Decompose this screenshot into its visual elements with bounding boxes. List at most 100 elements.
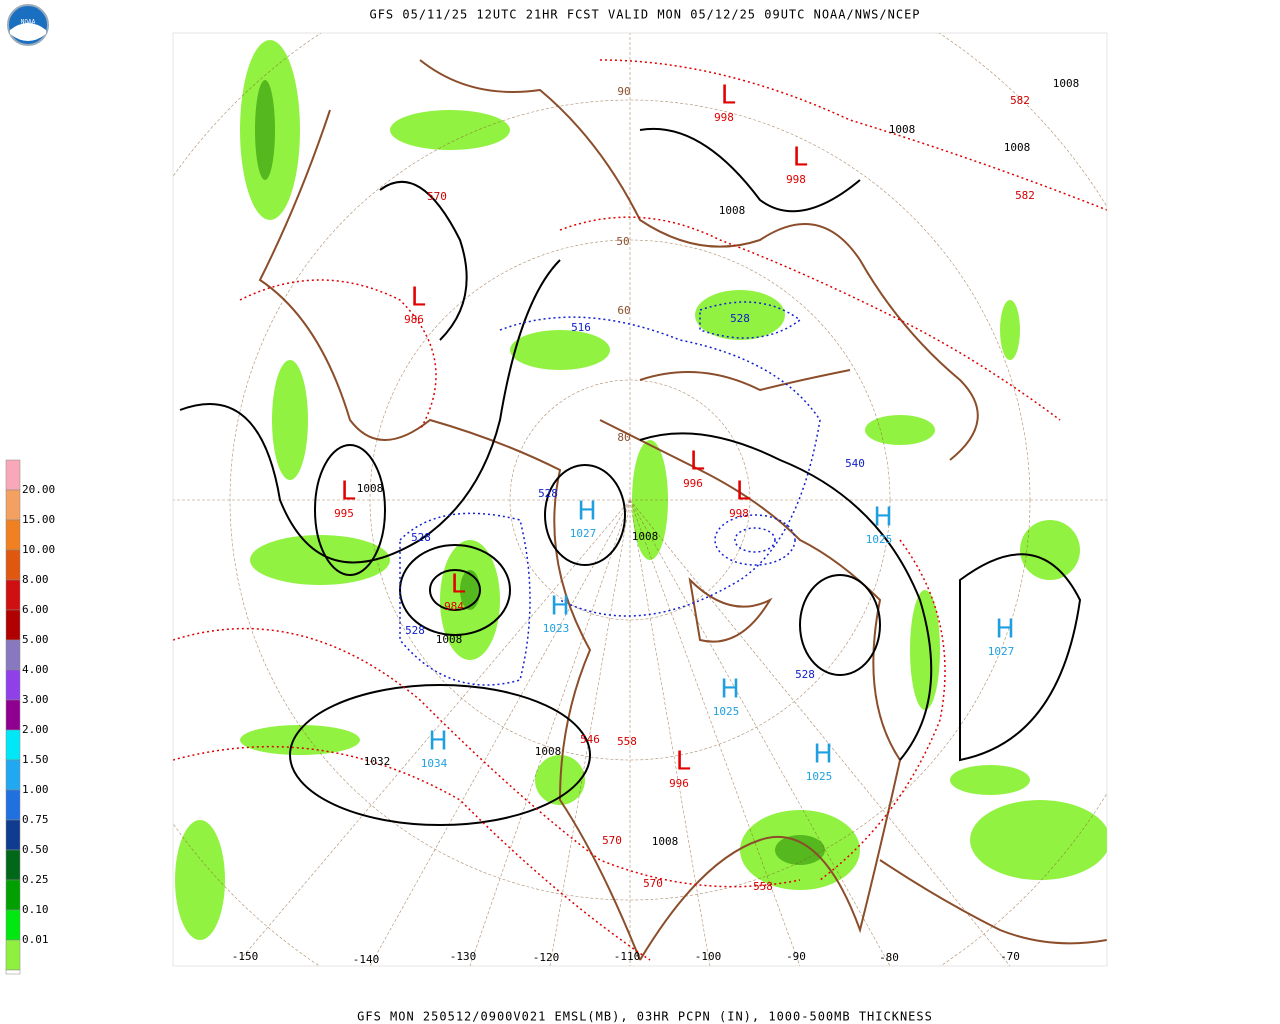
pressure-center-value: 998 [786,173,806,186]
pressure-center-symbol: H [720,675,740,705]
thickness-label: 582 [1010,94,1030,107]
thickness-label: 582 [1015,189,1035,202]
pressure-center-value: 998 [714,111,734,124]
pressure-center-symbol: L [411,283,426,313]
legend-swatch [5,969,21,975]
thickness-label-cold: 528 [730,312,750,325]
pressure-center-symbol: H [873,503,893,533]
pressure-center-value: 995 [334,507,354,520]
longitude-label: -120 [533,951,560,964]
legend-swatch [5,549,21,581]
legend-swatch [5,879,21,911]
coastlines [258,59,1107,961]
legend-label: 2.00 [22,723,49,736]
legend-label: 8.00 [22,573,49,586]
thickness-label: 570 [427,190,447,203]
isobar-label: 1008 [652,835,679,848]
isobar-label: 1008 [632,530,659,543]
thickness-label-cold: 528 [538,487,558,500]
legend-swatch [5,729,21,761]
legend-label: 1.00 [22,783,49,796]
legend-swatch [5,579,21,611]
legend-swatch [5,909,21,941]
thickness-label: 570 [602,834,622,847]
isobar-label: 1008 [1004,141,1031,154]
pressure-center-symbol: H [577,497,597,527]
thickness-label: 558 [617,735,637,748]
legend-swatch [5,819,21,851]
legend-swatch [5,609,21,641]
legend-swatch [5,519,21,551]
thickness-label: 558 [753,880,773,893]
thickness-label-cold: 528 [405,624,425,637]
pressure-center-symbol: L [341,477,356,507]
isobar-label: 1032 [364,755,391,768]
longitude-label: -90 [786,950,806,963]
legend-swatch [5,669,21,701]
longitude-label: -70 [1000,950,1020,963]
longitude-label: -130 [450,950,477,963]
cold-thickness-contours [399,301,821,686]
map-caption: GFS MON 250512/0900V021 EMSL(MB), 03HR P… [357,1010,933,1024]
longitude-label: -140 [353,953,380,966]
legend-label: 0.10 [22,903,49,916]
legend-label: 6.00 [22,603,49,616]
longitude-label: -110 [614,950,641,963]
legend-label: 3.00 [22,693,49,706]
pressure-center-symbol: L [690,447,705,477]
legend-swatch [5,639,21,671]
thickness-label-cold: 540 [845,457,865,470]
pressure-center-symbol: H [428,727,448,757]
pressure-center-value: 1034 [421,757,448,770]
pressure-center-symbol: L [451,570,466,600]
latitude-label: 90 [617,85,630,98]
legend: 20.00 15.00 10.00 8.00 6.00 5.00 4.00 3.00 2.00 1… [5,459,55,975]
legend-label: 15.00 [22,513,55,526]
legend-swatch [5,459,21,491]
pressure-center-value: 1025 [806,770,833,783]
isobar-label: 1008 [719,204,746,217]
legend-label: 0.75 [22,813,49,826]
thickness-label-cold: 528 [411,531,431,544]
latitude-label: 50 [616,235,629,248]
legend-label: 5.00 [22,633,49,646]
pressure-center-symbol: L [793,143,808,173]
pressure-center-value: 986 [404,313,424,326]
pressure-center-value: 1027 [570,527,597,540]
isobar-label: 1008 [1053,77,1080,90]
noaa-logo: NOAA [7,4,49,46]
pressure-center-value: 1025 [866,533,893,546]
legend-label: 10.00 [22,543,55,556]
pressure-center-value: 1023 [543,622,570,635]
thickness-label: 570 [643,877,663,890]
legend-swatch [5,489,21,521]
pressure-center-value: 1027 [988,645,1015,658]
legend-label: 20.00 [22,483,55,496]
legend-label: 1.50 [22,753,49,766]
legend-swatch [5,699,21,731]
thickness-contours [173,59,1107,961]
legend-swatch [5,789,21,821]
pressure-center-value: 996 [683,477,703,490]
thickness-label-cold: 528 [795,668,815,681]
isobar-label: 1008 [889,123,916,136]
pressure-center-symbol: H [813,740,833,770]
logo-text: NOAA [21,19,36,26]
isobar-label: 1008 [436,633,463,646]
isobars [179,127,1082,826]
legend-label: 0.50 [22,843,49,856]
grid-lines [173,33,1107,966]
isobar-label: 1008 [535,745,562,758]
longitude-label: -100 [695,950,722,963]
pressure-center-value: 996 [669,777,689,790]
pressure-center-symbol: L [676,747,691,777]
thickness-label-cold: 516 [571,321,591,334]
pressure-center-value: 984 [444,600,464,613]
pressure-center-value: 1025 [713,705,740,718]
thickness-label: 546 [580,733,600,746]
latitude-label: 80 [617,431,630,444]
legend-swatch [5,849,21,881]
legend-label: 0.01 [22,933,49,946]
pressure-center-symbol: L [721,81,736,111]
